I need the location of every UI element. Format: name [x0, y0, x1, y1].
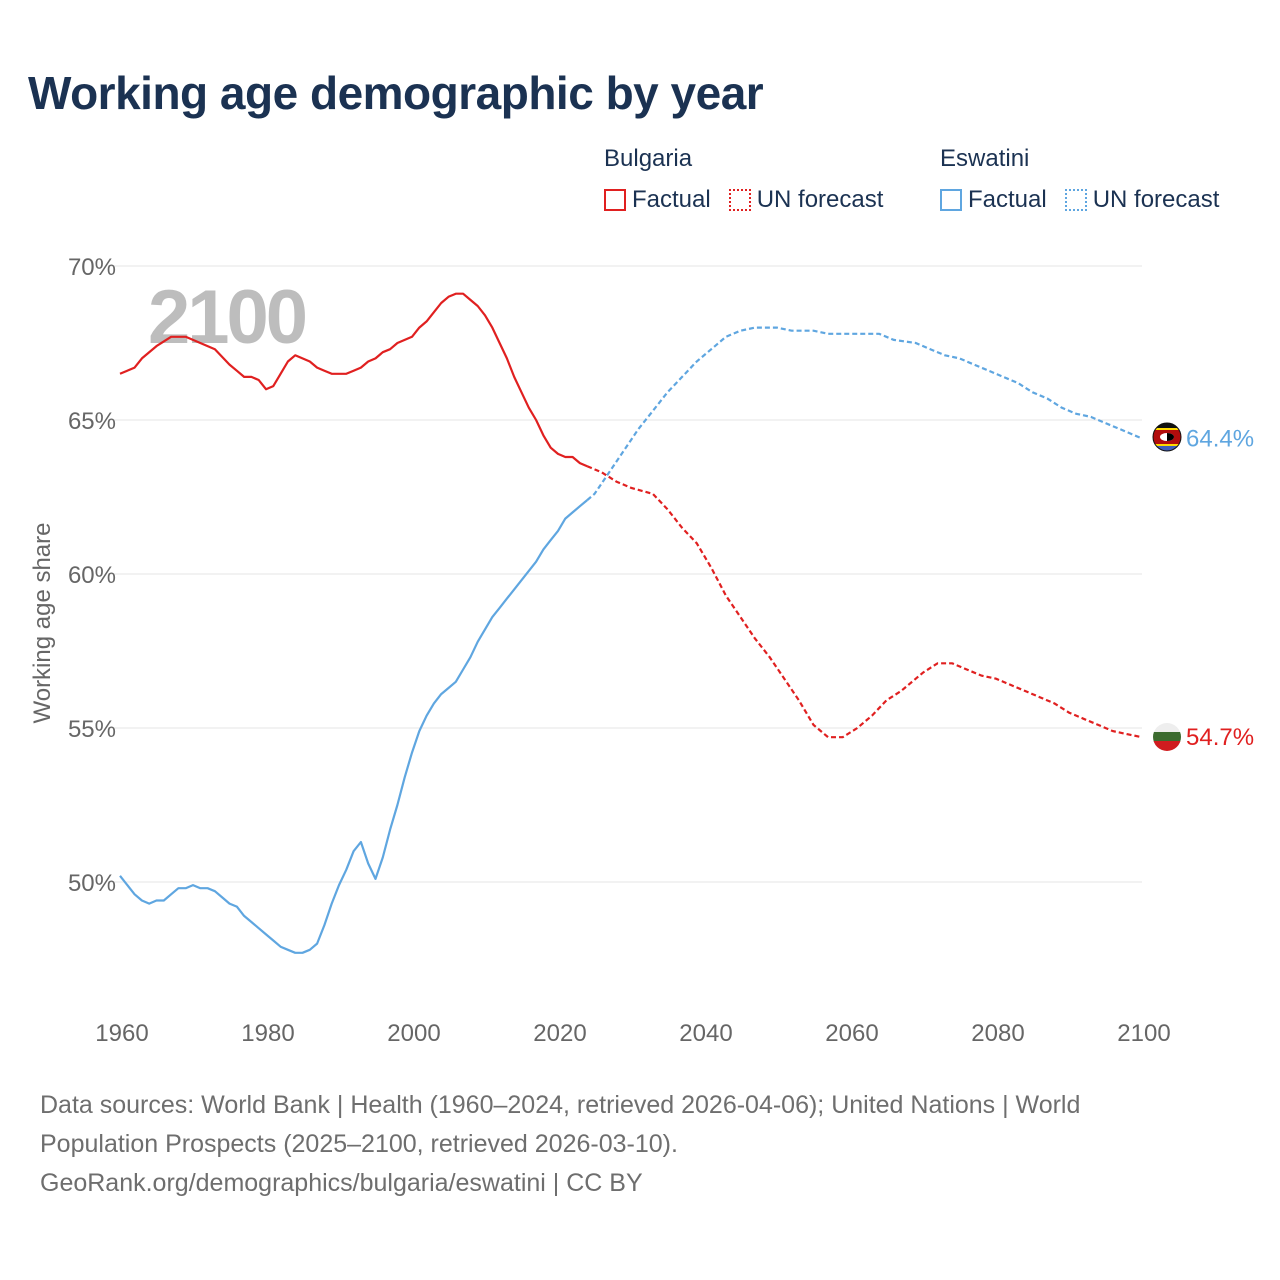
legend-label: UN forecast — [756, 186, 884, 213]
bulgaria-end-label: 54.7% — [1186, 724, 1254, 751]
legend-group-bulgaria: Bulgaria Factual UN forecast — [604, 142, 883, 214]
footer-line[interactable]: GeoRank.org/demographics/bulgaria/eswati… — [40, 1169, 643, 1197]
legend-dotted-swatch — [1064, 189, 1087, 211]
eswatini-flag-icon — [1152, 422, 1182, 452]
legend-group-eswatini: Eswatini Factual UN forecast — [940, 142, 1219, 214]
x-tick-label: 2060 — [825, 1020, 878, 1047]
y-tick-label: 50% — [68, 870, 116, 897]
y-tick-label: 55% — [68, 716, 116, 743]
footer-line: Data sources: World Bank | Health (1960–… — [40, 1091, 1081, 1119]
grid-lines — [108, 265, 1142, 883]
x-tick-label: 1960 — [95, 1020, 148, 1047]
legend-solid-swatch — [604, 189, 626, 211]
x-tick-label: 1980 — [241, 1020, 294, 1047]
legend-eswatini-factual[interactable]: Factual — [940, 186, 1047, 214]
eswatini-end-label: 64.4% — [1186, 425, 1254, 452]
x-axis-ticks: 1960 1980 2000 2020 2040 2060 2080 2100 — [95, 1020, 1170, 1047]
eswatini-forecast-line — [586, 326, 1143, 501]
legend-country-name: Eswatini — [940, 145, 1030, 172]
legend-bulgaria-factual[interactable]: Factual — [604, 186, 711, 214]
y-tick-label: 65% — [68, 408, 116, 435]
legend-bulgaria-forecast[interactable]: UN forecast — [728, 186, 884, 214]
bulgaria-factual-line — [119, 292, 588, 468]
x-tick-label: 2100 — [1117, 1020, 1170, 1047]
legend-label: Factual — [968, 186, 1047, 213]
legend-country-name: Bulgaria — [604, 145, 693, 172]
legend-eswatini-forecast[interactable]: UN forecast — [1064, 186, 1220, 214]
y-axis-ticks: 50% 55% 60% 65% 70% — [68, 254, 116, 897]
legend-label: Factual — [632, 186, 711, 213]
x-tick-label: 2080 — [971, 1020, 1024, 1047]
x-tick-label: 2020 — [533, 1020, 586, 1047]
legend-label: UN forecast — [1092, 186, 1220, 213]
year-watermark: 2100 — [148, 275, 306, 360]
bulgaria-forecast-line — [586, 465, 1143, 739]
y-tick-label: 60% — [68, 562, 116, 589]
series-lines — [119, 292, 1143, 954]
x-tick-label: 2000 — [387, 1020, 440, 1047]
footer-sources: Data sources: World Bank | Health (1960–… — [40, 1086, 1240, 1203]
eswatini-factual-line — [119, 499, 588, 954]
y-axis-label: Working age share — [29, 523, 56, 724]
footer-line: Population Prospects (2025–2100, retriev… — [40, 1130, 678, 1158]
y-tick-label: 70% — [68, 254, 116, 281]
end-labels: 54.7% 64.4% — [1186, 425, 1254, 751]
x-tick-label: 2040 — [679, 1020, 732, 1047]
legend-solid-swatch — [940, 189, 962, 211]
bulgaria-flag-icon — [1153, 723, 1181, 751]
legend-dotted-swatch — [728, 189, 751, 211]
chart-title: Working age demographic by year — [28, 67, 764, 119]
